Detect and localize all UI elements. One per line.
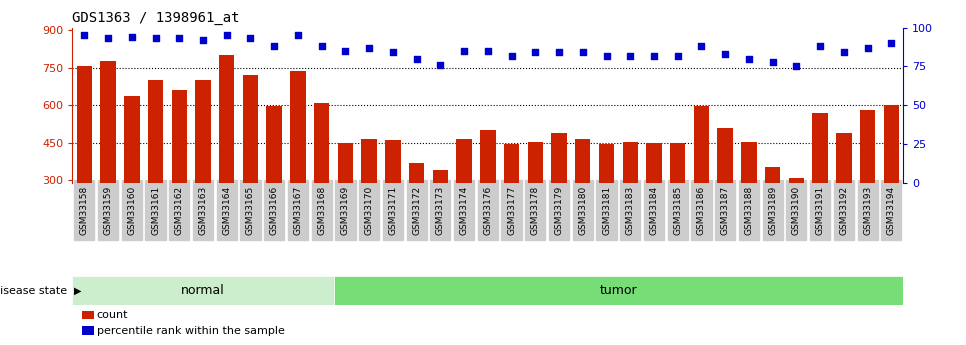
Point [100,36,116,41]
Point [504,53,520,58]
Bar [575,139,590,255]
Point [599,53,614,58]
Point [242,36,258,41]
Text: normal: normal [181,284,225,297]
Bar [242,75,258,255]
Bar [314,103,329,255]
Bar [599,144,614,255]
Bar [670,143,686,255]
Text: GDS1363 / 1398961_at: GDS1363 / 1398961_at [72,11,240,25]
Bar [333,276,903,305]
Bar [100,61,116,255]
Bar [527,141,543,255]
Bar [76,66,92,255]
Bar [409,163,424,255]
Bar [504,144,520,255]
Bar [72,276,333,305]
Point [788,63,804,69]
Point [670,53,686,58]
Bar [456,139,471,255]
Point [195,37,211,43]
Bar [172,90,187,255]
Point [860,45,875,50]
Point [527,50,543,55]
Bar [837,133,852,255]
Bar [812,113,828,255]
Point [385,50,401,55]
Point [76,32,92,38]
Bar [219,55,235,255]
Point [314,43,329,49]
Bar [124,97,139,255]
Point [361,45,377,50]
Bar [195,80,211,255]
Point [741,56,756,61]
Point [694,43,709,49]
Bar [765,167,781,255]
Point [409,56,424,61]
Point [884,40,899,46]
Point [172,36,187,41]
Bar [480,130,496,255]
Bar [718,128,733,255]
Bar [433,170,448,255]
Point [456,48,471,53]
Point [837,50,852,55]
Point [718,51,733,57]
Point [148,36,163,41]
Bar [884,105,899,255]
Bar [267,107,282,255]
Bar [552,133,567,255]
Bar [646,143,662,255]
Point [338,48,354,53]
Bar [148,80,163,255]
Point [552,50,567,55]
Bar [361,139,377,255]
Text: tumor: tumor [600,284,638,297]
Bar [622,141,638,255]
Point [765,59,781,65]
Point [433,62,448,68]
Bar [741,141,756,255]
Text: ▶: ▶ [74,286,82,296]
Point [267,43,282,49]
Bar [338,143,354,255]
Bar [860,110,875,255]
Text: percentile rank within the sample: percentile rank within the sample [97,326,284,335]
Point [575,50,590,55]
Point [480,48,496,53]
Text: disease state: disease state [0,286,68,296]
Point [219,32,235,38]
Bar [385,140,401,255]
Bar [694,107,709,255]
Point [622,53,638,58]
Bar [788,178,804,255]
Point [124,34,139,40]
Point [646,53,662,58]
Bar [290,71,305,255]
Text: count: count [97,310,128,320]
Point [812,43,828,49]
Point [290,32,305,38]
